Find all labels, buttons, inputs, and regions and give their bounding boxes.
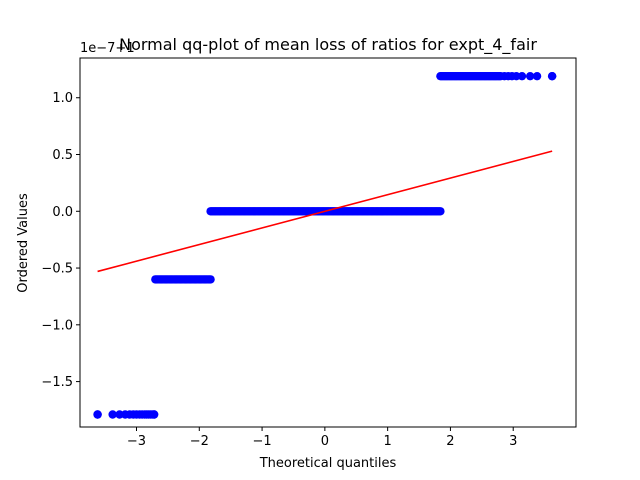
x-tick-label: 2 [446, 434, 454, 449]
fit-line-layer [97, 150, 553, 273]
axes-frame [79, 57, 577, 428]
data-point [436, 207, 445, 216]
data-point [525, 71, 535, 81]
chart-title: Normal qq-plot of mean loss of ratios fo… [119, 35, 537, 55]
data-point [149, 410, 159, 419]
x-tick-label: 1 [384, 434, 392, 449]
y-axis-offset-text: 1e−7+1 [80, 41, 135, 56]
y-tick-label: 0.5 [52, 148, 73, 163]
x-tick-label: 3 [509, 434, 517, 449]
x-tick-label: −1 [252, 434, 271, 449]
x-tick-label: −3 [127, 434, 146, 449]
data-point [206, 275, 215, 284]
data-points-layer [93, 71, 557, 419]
y-tick-label: 1.0 [52, 91, 73, 106]
y-tick-label: −1.5 [41, 375, 73, 390]
data-point [108, 410, 117, 419]
data-point [517, 71, 527, 81]
y-tick-label: −1.0 [41, 318, 73, 333]
x-tick-label: −2 [190, 434, 209, 449]
x-axis-label: Theoretical quantiles [259, 456, 397, 471]
x-tick-label: 0 [321, 434, 329, 449]
data-point [93, 410, 102, 419]
fit-line [97, 150, 553, 273]
data-point [532, 71, 542, 81]
data-point [495, 71, 504, 81]
y-axis-label: Ordered Values [16, 193, 31, 293]
data-point [547, 71, 557, 81]
ticks-layer: −3 −2 −1 0 1 2 3 −1.5 −1.0 −0.5 0.0 0.5 1.0 [41, 91, 517, 449]
y-tick-label: 0.0 [52, 205, 73, 220]
y-tick-label: −0.5 [41, 262, 73, 277]
